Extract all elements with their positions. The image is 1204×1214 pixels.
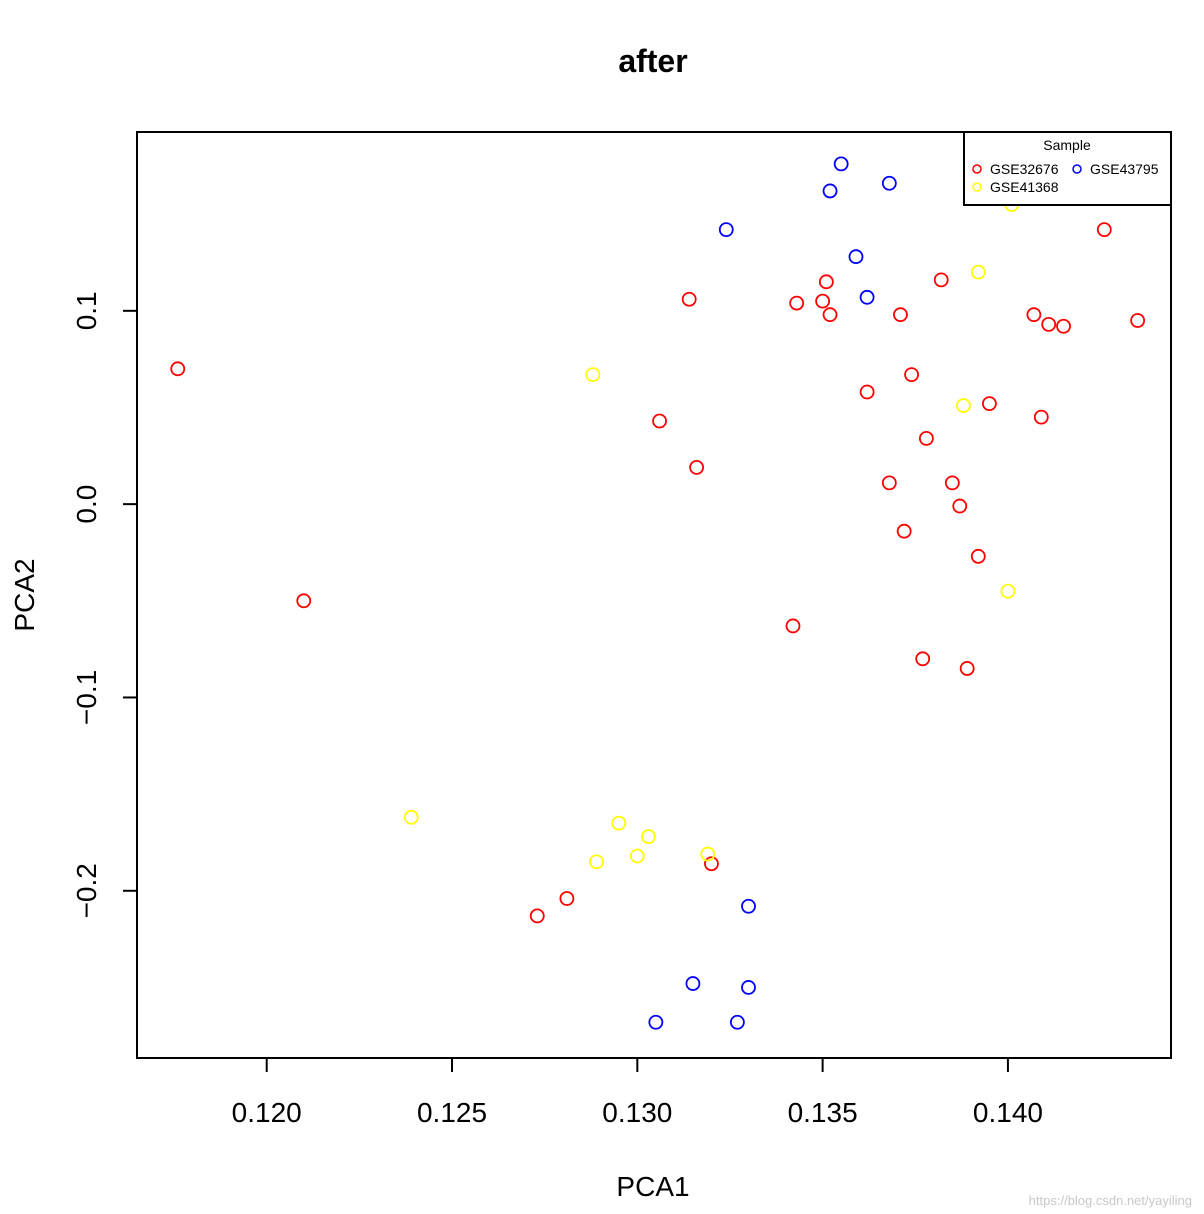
point-gse43795 [648,1014,664,1030]
point-gse32676 [933,272,949,288]
chart-title: after [618,43,687,79]
point-gse43795 [881,175,897,191]
point-gse41368 [956,398,971,413]
point-gse41368 [589,854,604,870]
point-gse32676 [681,291,697,307]
point-gse43795 [741,898,756,914]
y-tick-label: −0.1 [71,670,102,725]
plot-frame [136,131,1172,1059]
x-tick-label: 0.130 [602,1097,672,1128]
y-axis-label: PCA2 [9,558,40,631]
point-gse32676 [1056,318,1071,334]
point-gse41368 [585,367,601,383]
legend-marker-gse32676 [972,164,982,174]
point-gse32676 [652,413,667,429]
point-gse32676 [559,891,575,906]
x-axis-label: PCA1 [616,1171,689,1202]
point-gse41368 [611,815,627,831]
point-gse41368 [700,846,716,862]
point-gse32676 [881,475,897,491]
x-tick-label: 0.140 [973,1097,1043,1128]
x-tick-label: 0.125 [417,1097,487,1128]
point-gse32676 [296,593,312,609]
point-gse32676 [170,361,186,377]
y-tick-label: −0.2 [71,863,102,918]
point-gse32676 [918,431,934,446]
point-gse32676 [982,396,997,412]
point-gse43795 [741,980,756,995]
point-gse32676 [915,651,931,667]
point-gse43795 [729,1014,745,1030]
point-gse32676 [818,274,834,290]
point-gse32676 [789,295,805,311]
point-gse41368 [629,848,645,864]
y-tick-label: 0.1 [71,291,102,330]
point-gse32676 [529,908,545,924]
legend-box [963,131,1172,206]
point-gse32676 [904,367,919,383]
legend-label-gse32676: GSE32676 [990,161,1059,177]
point-gse32676 [1041,316,1057,332]
point-gse32676 [1033,409,1049,425]
point-gse41368 [1000,583,1016,599]
legend-marker-gse43795 [1072,164,1082,174]
y-tick-label: 0.0 [71,485,102,524]
point-gse32676 [952,498,968,514]
legend: Sample GSE32676 GSE43795 GSE41368 [963,131,1172,206]
point-gse43795 [718,222,734,238]
point-gse32676 [1130,313,1146,328]
point-gse32676 [1026,307,1042,323]
point-gse32676 [815,293,831,309]
x-tick-label: 0.120 [232,1097,302,1128]
point-gse32676 [970,548,986,564]
point-gse32676 [704,856,719,872]
point-gse32676 [893,307,908,323]
point-gse43795 [859,289,875,305]
point-gse41368 [403,809,419,825]
x-axis: 0.120 0.125 0.130 0.135 0.140 [232,1057,1043,1128]
legend-label-gse43795: GSE43795 [1090,161,1159,177]
x-tick-label: 0.135 [788,1097,858,1128]
point-gse43795 [685,976,701,991]
point-gse32676 [1096,222,1112,238]
point-gse43795 [848,249,864,265]
legend-title: Sample [1043,137,1091,153]
data-points [170,156,1146,1030]
legend-marker-gse41368 [972,182,982,192]
point-gse32676 [959,661,975,676]
point-gse41368 [970,264,986,280]
legend-label-gse41368: GSE41368 [990,179,1059,195]
point-gse41368 [641,829,656,845]
point-gse32676 [859,384,875,400]
point-gse32676 [896,523,912,539]
point-gse32676 [689,460,705,475]
point-gse43795 [833,156,849,172]
y-axis: −0.2 −0.1 0.0 0.1 [71,291,138,918]
point-gse43795 [822,183,838,199]
point-gse32676 [944,475,960,491]
point-gse32676 [785,618,801,634]
watermark: https://blog.csdn.net/yayiling [1028,1193,1192,1208]
point-gse32676 [822,307,838,323]
